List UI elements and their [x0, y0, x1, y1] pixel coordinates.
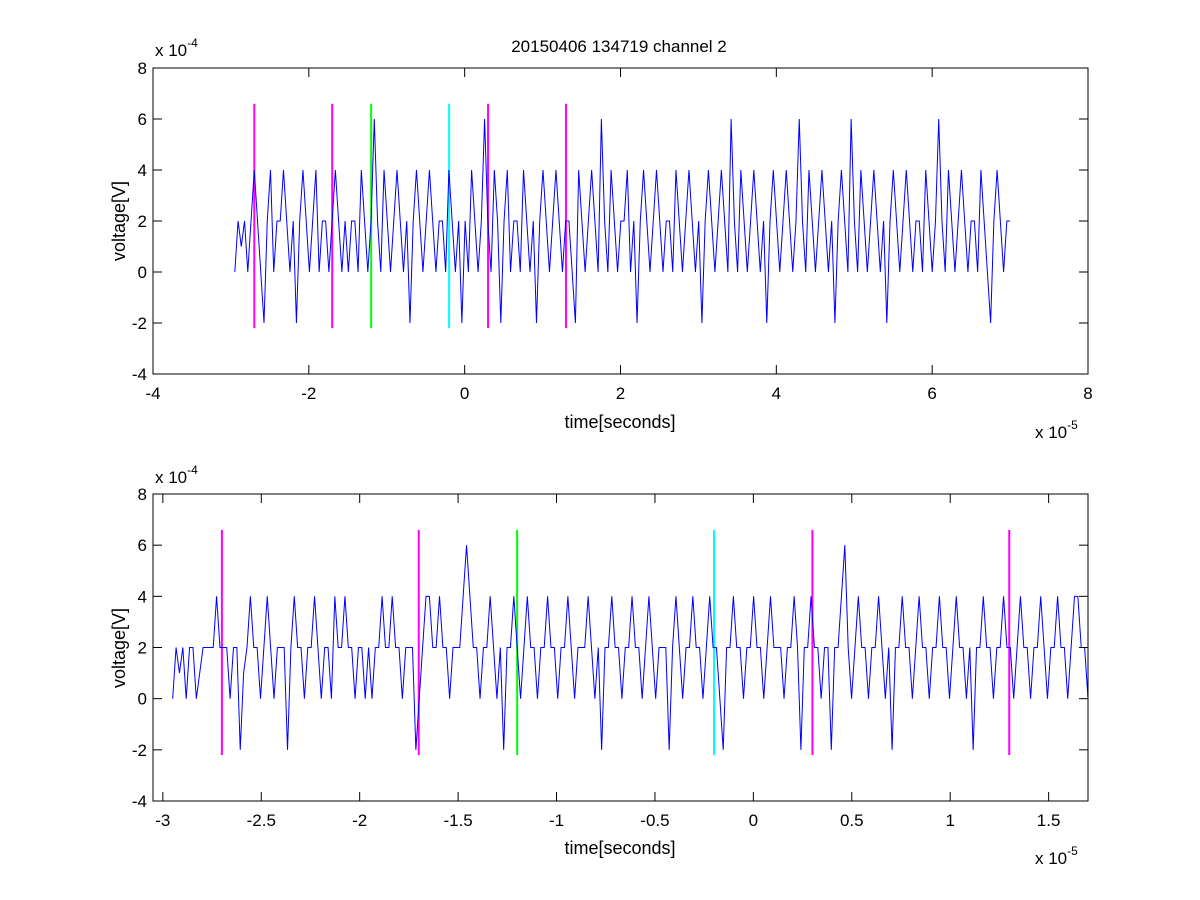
bottom-y-tick-label: 8 [138, 485, 147, 504]
bottom-y-tick-label: -2 [132, 741, 147, 760]
top-subplot: 20150406 134719 channel 2 -4 -2 0 2 4 6 8 -4 -2… [109, 36, 1093, 442]
top-x-tick-label: 8 [1083, 384, 1092, 403]
bottom-series-line-0 [172, 545, 1089, 750]
top-x-tick-label: 0 [460, 384, 469, 403]
bottom-y-tick-label: -4 [132, 792, 147, 811]
bottom-x-axis-label: time[seconds] [564, 838, 675, 858]
bottom-y-exponent: x 10-4 [155, 463, 198, 487]
top-x-tick-label: -2 [301, 384, 316, 403]
top-series-line-0 [234, 118, 1011, 324]
top-y-tick-label: 2 [138, 212, 147, 231]
bottom-y-exponent-power: -4 [187, 463, 198, 477]
bottom-y-tick-label: 4 [138, 587, 147, 606]
bottom-y-tick-label: 0 [138, 690, 147, 709]
bottom-x-tick-label: -1 [549, 811, 564, 830]
bottom-series-group [172, 545, 1089, 750]
bottom-x-tick-label: 1.5 [1037, 811, 1061, 830]
bottom-x-exponent-power: -5 [1067, 844, 1078, 858]
top-y-tick-label: -2 [132, 314, 147, 333]
bottom-x-tick-label: -2 [352, 811, 367, 830]
top-y-tick-label: 4 [138, 161, 147, 180]
top-y-exponent-base: x 10 [155, 41, 187, 60]
top-x-exponent-base: x 10 [1035, 423, 1067, 442]
top-y-axis-label: voltage[V] [109, 181, 129, 261]
top-y-tick-label: -4 [132, 365, 147, 384]
bottom-x-exponent: x 10-5 [1035, 844, 1078, 868]
bottom-x-ticks: -3 -2.5 -2 -1.5 -1 -0.5 0 0.5 1 1.5 [155, 494, 1060, 830]
bottom-x-tick-label: 1 [945, 811, 954, 830]
bottom-y-tick-label: 2 [138, 639, 147, 658]
top-y-exponent: x 10-4 [155, 36, 198, 60]
bottom-y-tick-label: 6 [138, 536, 147, 555]
top-x-tick-label: 2 [616, 384, 625, 403]
top-x-tick-label: 4 [772, 384, 781, 403]
bottom-marker-lines [220, 529, 1011, 755]
bottom-x-tick-label: -2.5 [247, 811, 276, 830]
bottom-x-tick-label: -3 [155, 811, 170, 830]
top-y-tick-label: 0 [138, 263, 147, 282]
top-y-exponent-power: -4 [187, 36, 198, 50]
top-x-axis-label: time[seconds] [564, 412, 675, 432]
bottom-x-tick-label: 0.5 [840, 811, 864, 830]
top-x-tick-label: -4 [145, 384, 160, 403]
bottom-x-exponent-base: x 10 [1035, 849, 1067, 868]
bottom-x-tick-label: -0.5 [640, 811, 669, 830]
bottom-x-tick-label: -1.5 [443, 811, 472, 830]
top-x-exponent: x 10-5 [1035, 418, 1078, 442]
bottom-y-exponent-base: x 10 [155, 468, 187, 487]
top-x-ticks: -4 -2 0 2 4 6 8 [145, 68, 1093, 403]
bottom-y-ticks: -4 -2 0 2 4 6 8 [132, 485, 1088, 811]
top-y-tick-label: 6 [138, 110, 147, 129]
top-series-group [234, 118, 1011, 324]
top-x-tick-label: 6 [927, 384, 936, 403]
top-y-tick-label: 8 [138, 59, 147, 78]
bottom-x-tick-label: 0 [749, 811, 758, 830]
bottom-subplot: -3 -2.5 -2 -1.5 -1 -0.5 0 0.5 1 1.5 -4 -2 0 2 4 6 8 tim… [109, 463, 1089, 868]
top-y-ticks: -4 -2 0 2 4 6 8 [132, 59, 1088, 384]
bottom-y-axis-label: voltage[V] [109, 608, 129, 688]
top-x-exponent-power: -5 [1067, 418, 1078, 432]
chart-title: 20150406 134719 channel 2 [511, 37, 727, 56]
